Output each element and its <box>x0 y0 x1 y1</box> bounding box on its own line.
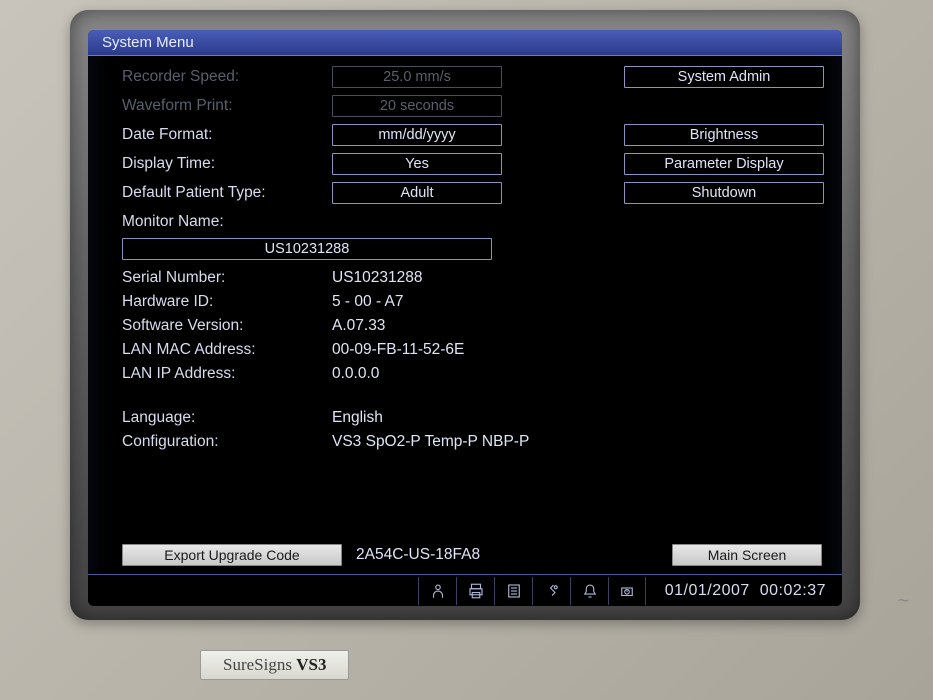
row-ip-address: LAN IP Address: 0.0.0.0 <box>122 362 824 386</box>
value-ip-address: 0.0.0.0 <box>332 365 379 383</box>
export-upgrade-code-button[interactable]: Export Upgrade Code <box>122 544 342 566</box>
value-recorder-speed: 25.0 mm/s <box>332 66 502 88</box>
value-configuration: VS3 SpO2-P Temp-P NBP-P <box>332 433 529 451</box>
label-language: Language: <box>122 409 332 427</box>
monitor-bezel: System Menu Recorder Speed: 25.0 mm/s Sy… <box>70 10 860 620</box>
parameter-display-button[interactable]: Parameter Display <box>624 153 824 175</box>
label-software-version: Software Version: <box>122 317 332 335</box>
row-patient-type: Default Patient Type: Adult Shutdown <box>122 180 824 206</box>
select-date-format[interactable]: mm/dd/yyyy <box>332 124 502 146</box>
row-display-time: Display Time: Yes Parameter Display <box>122 151 824 177</box>
label-configuration: Configuration: <box>122 433 332 451</box>
device-brand-label: SureSigns VS3 <box>200 650 349 680</box>
window-title: System Menu <box>88 30 842 56</box>
value-mac-address: 00-09-FB-11-52-6E <box>332 341 464 359</box>
list-icon[interactable] <box>494 577 532 605</box>
brand-name: SureSigns <box>223 655 296 674</box>
shutdown-button[interactable]: Shutdown <box>624 182 824 204</box>
input-monitor-name[interactable]: US10231288 <box>122 238 492 260</box>
brand-model: VS3 <box>296 655 326 674</box>
value-serial: US10231288 <box>332 269 423 287</box>
value-waveform-print: 20 seconds <box>332 95 502 117</box>
label-waveform-print: Waveform Print: <box>122 97 332 115</box>
select-patient-type[interactable]: Adult <box>332 182 502 204</box>
system-admin-button[interactable]: System Admin <box>624 66 824 88</box>
label-ip-address: LAN IP Address: <box>122 365 332 383</box>
status-datetime: 01/01/2007 00:02:37 <box>665 582 834 600</box>
row-recorder-speed: Recorder Speed: 25.0 mm/s System Admin <box>122 64 824 90</box>
row-configuration: Configuration: VS3 SpO2-P Temp-P NBP-P <box>122 430 824 454</box>
select-display-time[interactable]: Yes <box>332 153 502 175</box>
label-patient-type: Default Patient Type: <box>122 184 332 202</box>
status-bar: 01/01/2007 00:02:37 <box>88 574 842 606</box>
label-monitor-name: Monitor Name: <box>122 213 332 231</box>
power-indicator: ~ <box>897 590 909 613</box>
upgrade-code-value: 2A54C-US-18FA8 <box>356 546 480 564</box>
row-monitor-name: Monitor Name: <box>122 209 824 235</box>
screen: System Menu Recorder Speed: 25.0 mm/s Sy… <box>88 30 842 606</box>
alarm-icon[interactable] <box>570 577 608 605</box>
value-hardware-id: 5 - 00 - A7 <box>332 293 404 311</box>
row-hardware-id: Hardware ID: 5 - 00 - A7 <box>122 290 824 314</box>
label-date-format: Date Format: <box>122 126 332 144</box>
row-software-version: Software Version: A.07.33 <box>122 314 824 338</box>
label-serial: Serial Number: <box>122 269 332 287</box>
settings-icon[interactable] <box>532 577 570 605</box>
brightness-button[interactable]: Brightness <box>624 124 824 146</box>
title-text: System Menu <box>102 34 194 51</box>
row-date-format: Date Format: mm/dd/yyyy Brightness <box>122 122 824 148</box>
value-software-version: A.07.33 <box>332 317 385 335</box>
patient-icon[interactable] <box>418 577 456 605</box>
print-icon[interactable] <box>456 577 494 605</box>
bottom-row: Export Upgrade Code 2A54C-US-18FA8 Main … <box>122 542 822 568</box>
status-time: 00:02:37 <box>760 582 826 599</box>
label-hardware-id: Hardware ID: <box>122 293 332 311</box>
row-language: Language: English <box>122 406 824 430</box>
value-language: English <box>332 409 383 427</box>
interval-icon[interactable] <box>608 577 646 605</box>
status-date: 01/01/2007 <box>665 582 750 599</box>
row-waveform-print: Waveform Print: 20 seconds <box>122 93 824 119</box>
label-display-time: Display Time: <box>122 155 332 173</box>
status-icons <box>418 577 646 605</box>
label-recorder-speed: Recorder Speed: <box>122 68 332 86</box>
label-mac-address: LAN MAC Address: <box>122 341 332 359</box>
content-area: Recorder Speed: 25.0 mm/s System Admin W… <box>88 56 842 574</box>
row-mac-address: LAN MAC Address: 00-09-FB-11-52-6E <box>122 338 824 362</box>
main-screen-button[interactable]: Main Screen <box>672 544 822 566</box>
row-serial: Serial Number: US10231288 <box>122 266 824 290</box>
